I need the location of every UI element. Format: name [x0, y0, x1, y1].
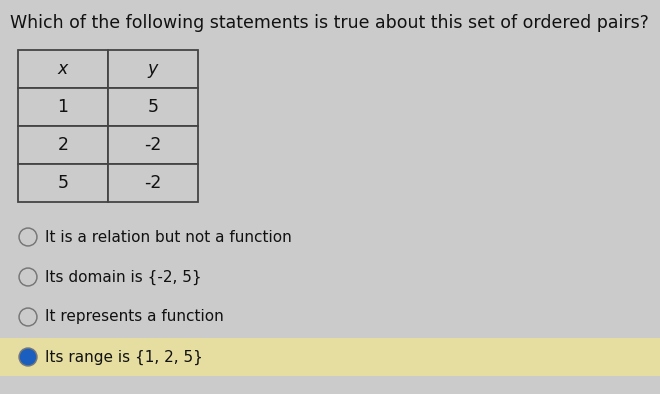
Circle shape — [20, 349, 36, 364]
Text: It is a relation but not a function: It is a relation but not a function — [45, 229, 292, 245]
Bar — [108, 88, 198, 126]
Text: y: y — [148, 60, 158, 78]
Text: -2: -2 — [145, 174, 162, 192]
Circle shape — [20, 269, 36, 284]
Bar — [18, 126, 108, 164]
Text: 5: 5 — [57, 174, 69, 192]
Text: x: x — [58, 60, 68, 78]
Circle shape — [19, 308, 37, 326]
Text: -2: -2 — [145, 136, 162, 154]
Bar — [108, 164, 198, 202]
Text: It represents a function: It represents a function — [45, 310, 224, 325]
Circle shape — [22, 230, 34, 243]
Bar — [108, 50, 198, 88]
Circle shape — [22, 271, 34, 284]
Bar — [0, 338, 660, 376]
Bar — [18, 164, 108, 202]
Text: 1: 1 — [57, 98, 69, 116]
Circle shape — [22, 310, 34, 323]
Bar — [18, 88, 108, 126]
Circle shape — [19, 228, 37, 246]
Text: Which of the following statements is true about this set of ordered pairs?: Which of the following statements is tru… — [10, 14, 649, 32]
Circle shape — [20, 229, 36, 245]
Circle shape — [19, 268, 37, 286]
Bar — [108, 126, 198, 164]
Circle shape — [19, 348, 37, 366]
Text: 5: 5 — [147, 98, 158, 116]
Text: Its domain is {-2, 5}: Its domain is {-2, 5} — [45, 269, 201, 284]
Circle shape — [20, 310, 36, 325]
Text: Its range is {1, 2, 5}: Its range is {1, 2, 5} — [45, 349, 203, 364]
Bar — [18, 50, 108, 88]
Text: 2: 2 — [57, 136, 69, 154]
